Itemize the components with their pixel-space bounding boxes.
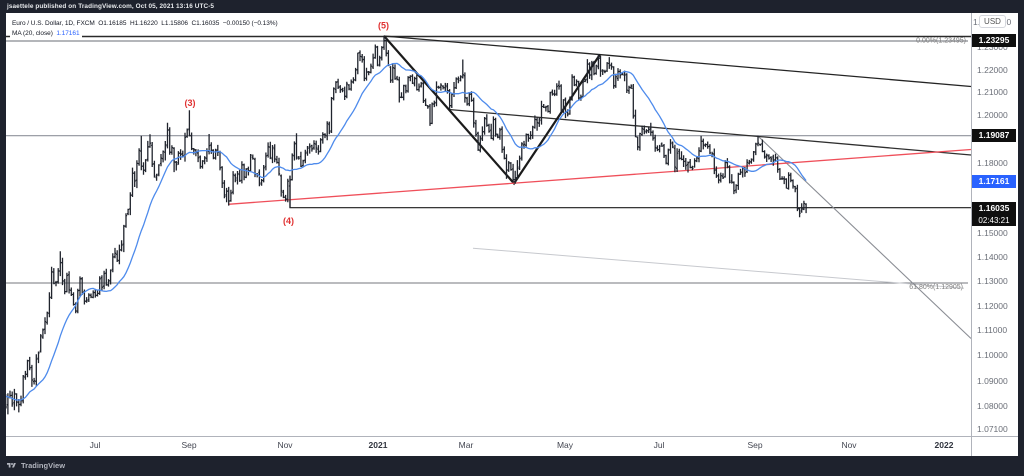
svg-text:61.80%(1.12905): 61.80%(1.12905) [909, 284, 963, 291]
svg-text:0.00%(1.23495): 0.00%(1.23495) [916, 38, 966, 45]
svg-text:(3): (3) [185, 98, 196, 108]
svg-text:(4): (4) [283, 216, 294, 226]
svg-text:(5): (5) [378, 21, 389, 31]
